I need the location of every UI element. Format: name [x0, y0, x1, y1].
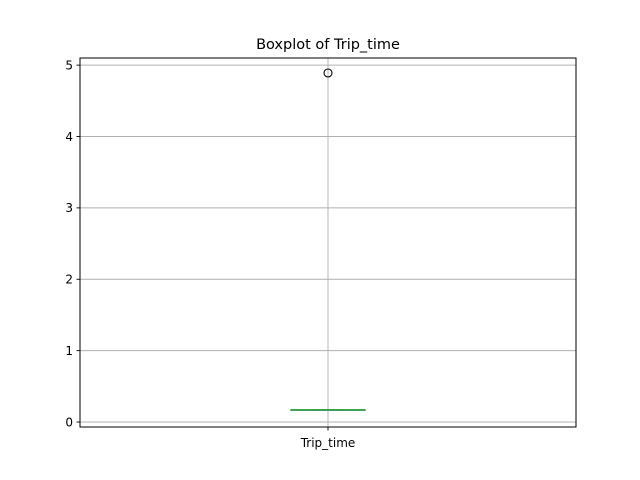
y-tick-label: 4 [65, 130, 73, 144]
y-tick-label: 0 [65, 415, 73, 429]
plot-frame [79, 57, 577, 428]
outlier-point [323, 68, 333, 78]
y-tick-label: 3 [65, 201, 73, 215]
grid [80, 58, 576, 427]
box-elements [290, 68, 366, 411]
y-tick-label: 5 [65, 58, 73, 72]
y-tick-label: 1 [65, 344, 73, 358]
chart-title: Boxplot of Trip_time [256, 37, 400, 53]
x-tick-label: Trip_time [300, 436, 356, 450]
y-tick-label: 2 [65, 273, 73, 287]
axes: 0 1 2 3 4 5 Trip_time [65, 58, 355, 450]
